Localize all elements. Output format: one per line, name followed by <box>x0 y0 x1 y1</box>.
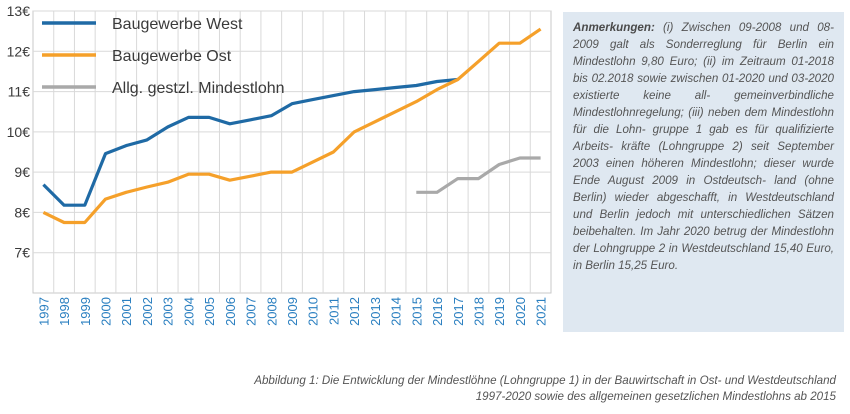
notes-line: gemeinverbindliche Mindestlohnregelung; <box>573 89 834 119</box>
x-tick-label: 2000 <box>99 297 114 326</box>
notes-line: (i) Zwischen 09-2008 und <box>654 21 809 34</box>
x-tick-label: 2016 <box>430 297 445 326</box>
notes-line: 2003 einen höheren Mindestlohn; dieser <box>573 157 796 170</box>
x-tick-label: 2006 <box>223 297 238 326</box>
notes-line: unterschiedlichen Sätzen beibehalten. <box>573 208 834 238</box>
x-tick-label: 2020 <box>513 297 528 326</box>
x-tick-label: 2014 <box>389 297 404 326</box>
y-tick-label: 12€ <box>7 43 31 59</box>
x-tick-label: 2015 <box>409 297 424 326</box>
plot-area <box>32 10 552 294</box>
x-tick-label: 2008 <box>264 297 279 326</box>
x-tick-label: 2011 <box>326 297 341 325</box>
notes-heading: Anmerkungen: <box>573 21 655 34</box>
line-chart: 7€ 8€ 9€ 10€ 11€ 12€ 13€ 1997 1998 1999 2000 2001 20… <box>7 3 552 326</box>
y-tick-label: 9€ <box>14 164 30 180</box>
x-tick-label: 2004 <box>181 297 196 326</box>
notes-line: ein Mindestlohn 9,80 Euro; (ii) im Zeitr… <box>573 38 834 68</box>
notes-line: 01-2018 bis 02.2018 sowie zwischen <box>573 55 834 85</box>
legend-label-3: Allg. gestzl. Mindestlohn <box>112 80 285 97</box>
x-tick-label: 2010 <box>306 297 321 326</box>
notes-line: 08-2009 galt als Sonderreglung für Berli… <box>573 21 834 51</box>
notes-line: 01-2020 und 03-2020 existierte keine all… <box>573 72 834 102</box>
x-tick-label: 2005 <box>202 297 217 326</box>
y-tick-label: 8€ <box>14 204 30 220</box>
caption-line-2: 1997-2020 sowie des allgemeinen gesetzli… <box>475 390 836 403</box>
x-tick-label: 1999 <box>78 297 93 326</box>
legend-label-2: Baugewerbe Ost <box>112 48 232 65</box>
notes-line: gruppe 1 gab es für qualifizierte Arbeit… <box>573 123 834 153</box>
x-tick-label: 2018 <box>471 297 486 326</box>
y-tick-label: 11€ <box>8 84 31 100</box>
x-tick-label: 2007 <box>244 297 259 326</box>
legend-label-1: Baugewerbe West <box>112 16 243 33</box>
x-tick-label: 2001 <box>119 297 134 326</box>
x-tick-label: 2019 <box>492 297 507 326</box>
series-line-3 <box>416 156 541 194</box>
caption-line-1: Abbildung 1: Die Entwicklung der Mindest… <box>254 374 836 387</box>
x-tick-label: 1998 <box>57 297 72 326</box>
x-tick-label: 2013 <box>368 297 383 326</box>
y-tick-label: 7€ <box>14 245 30 261</box>
notes-line: Westdeutschland und Berlin jedoch mit <box>573 191 834 221</box>
notes-line: 15,40 Euro, in Berlin 15,25 Euro. <box>573 242 834 272</box>
figure-caption: Abbildung 1: Die Entwicklung der Mindest… <box>76 373 836 405</box>
x-tick-label: 2003 <box>161 297 176 326</box>
x-tick-label: 2021 <box>534 297 549 326</box>
notes-line: land (ohne Berlin) wieder abgeschafft, i… <box>573 174 834 204</box>
series-line-1 <box>42 77 458 207</box>
notes-box: Anmerkungen: (i) Zwischen 09-2008 und 08… <box>563 12 844 332</box>
notes-line: der Lohngruppe 2 in Westdeutschland <box>573 242 771 255</box>
x-tick-label: 2017 <box>451 297 466 326</box>
x-tick-label: 2012 <box>347 297 362 326</box>
notes-line: Im Jahr 2020 betrug der Mindestlohn <box>640 225 834 238</box>
series-line-2 <box>42 27 542 225</box>
notes-line: kräfte (Lohngruppe 2) seit September <box>621 140 834 153</box>
notes-line: (iii) neben dem Mindestlohn für die Lohn… <box>573 106 834 136</box>
y-tick-label: 13€ <box>7 3 31 19</box>
y-tick-label: 10€ <box>7 124 31 140</box>
x-tick-label: 1997 <box>36 297 51 326</box>
x-tick-label: 2009 <box>285 297 300 326</box>
notes-line: wurde Ende August 2009 in Ostdeutsch- <box>573 157 834 187</box>
x-tick-label: 2002 <box>140 297 155 326</box>
